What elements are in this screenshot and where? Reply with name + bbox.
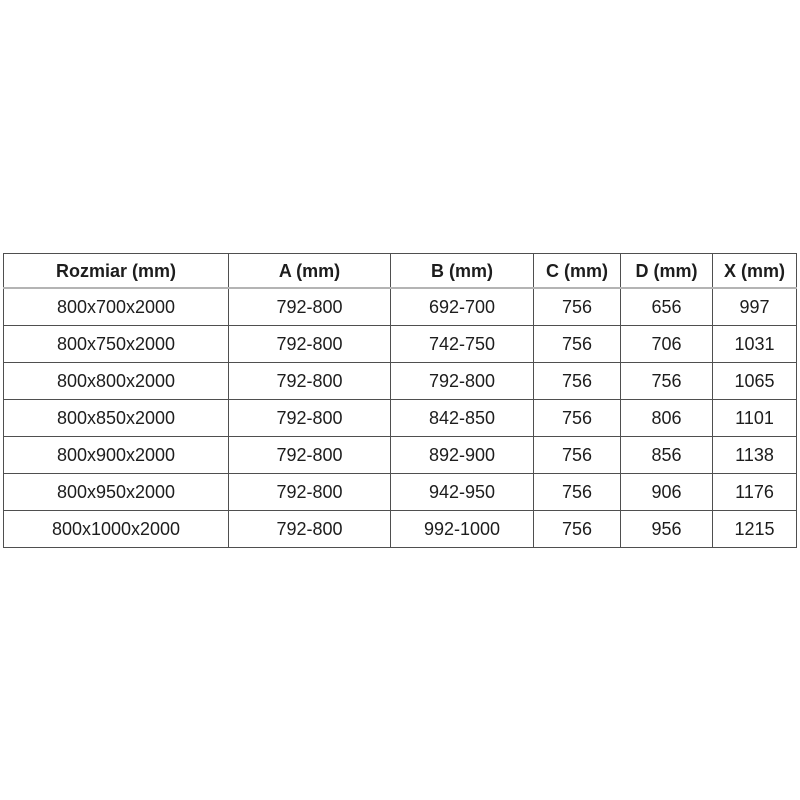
table-cell-d: 706 — [620, 325, 713, 363]
table-row: 800x950x2000 792-800 942-950 756 906 117… — [3, 473, 797, 511]
column-header-rozmiar: Rozmiar (mm) — [3, 253, 229, 289]
table-row: 800x800x2000 792-800 792-800 756 756 106… — [3, 362, 797, 400]
table-cell-d: 806 — [620, 399, 713, 437]
table-row: 800x1000x2000 792-800 992-1000 756 956 1… — [3, 510, 797, 548]
table-cell-d: 856 — [620, 436, 713, 474]
table-cell-rozmiar: 800x700x2000 — [3, 287, 229, 326]
table-cell-rozmiar: 800x900x2000 — [3, 436, 229, 474]
table-cell-a: 792-800 — [228, 510, 391, 548]
table-row: 800x750x2000 792-800 742-750 756 706 103… — [3, 325, 797, 363]
table-cell-x: 1101 — [712, 399, 797, 437]
table-cell-d: 906 — [620, 473, 713, 511]
table-cell-d: 756 — [620, 362, 713, 400]
table-cell-a: 792-800 — [228, 325, 391, 363]
table-cell-d: 956 — [620, 510, 713, 548]
table-cell-c: 756 — [533, 473, 621, 511]
table-cell-rozmiar: 800x800x2000 — [3, 362, 229, 400]
header-row: Rozmiar (mm) A (mm) B (mm) C (mm) D (mm)… — [3, 253, 797, 289]
table-cell-c: 756 — [533, 510, 621, 548]
table-cell-b: 742-750 — [390, 325, 534, 363]
table-cell-x: 1031 — [712, 325, 797, 363]
table-cell-b: 692-700 — [390, 287, 534, 326]
table-cell-c: 756 — [533, 399, 621, 437]
table-row: 800x700x2000 792-800 692-700 756 656 997 — [3, 287, 797, 326]
table-cell-b: 792-800 — [390, 362, 534, 400]
table-cell-rozmiar: 800x850x2000 — [3, 399, 229, 437]
table-cell-a: 792-800 — [228, 399, 391, 437]
column-header-a: A (mm) — [228, 253, 391, 289]
shower-dimensions-table: Rozmiar (mm) A (mm) B (mm) C (mm) D (mm)… — [3, 253, 797, 548]
table-cell-a: 792-800 — [228, 436, 391, 474]
table-cell-a: 792-800 — [228, 362, 391, 400]
dimensions-table-container: Rozmiar (mm) A (mm) B (mm) C (mm) D (mm)… — [3, 253, 797, 548]
column-header-c: C (mm) — [533, 253, 621, 289]
table-cell-b: 892-900 — [390, 436, 534, 474]
table-cell-x: 1215 — [712, 510, 797, 548]
table-cell-rozmiar: 800x950x2000 — [3, 473, 229, 511]
table-cell-rozmiar: 800x750x2000 — [3, 325, 229, 363]
table-cell-b: 942-950 — [390, 473, 534, 511]
table-cell-x: 1176 — [712, 473, 797, 511]
column-header-b: B (mm) — [390, 253, 534, 289]
table-cell-c: 756 — [533, 436, 621, 474]
table-cell-b: 992-1000 — [390, 510, 534, 548]
table-cell-x: 1138 — [712, 436, 797, 474]
table-cell-a: 792-800 — [228, 287, 391, 326]
column-header-x: X (mm) — [712, 253, 797, 289]
table-cell-c: 756 — [533, 287, 621, 326]
table-cell-c: 756 — [533, 362, 621, 400]
table-cell-x: 997 — [712, 287, 797, 326]
table-row: 800x900x2000 792-800 892-900 756 856 113… — [3, 436, 797, 474]
table-cell-d: 656 — [620, 287, 713, 326]
table-cell-b: 842-850 — [390, 399, 534, 437]
table-cell-a: 792-800 — [228, 473, 391, 511]
table-cell-c: 756 — [533, 325, 621, 363]
table-cell-x: 1065 — [712, 362, 797, 400]
column-header-d: D (mm) — [620, 253, 713, 289]
table-row: 800x850x2000 792-800 842-850 756 806 110… — [3, 399, 797, 437]
table-cell-rozmiar: 800x1000x2000 — [3, 510, 229, 548]
